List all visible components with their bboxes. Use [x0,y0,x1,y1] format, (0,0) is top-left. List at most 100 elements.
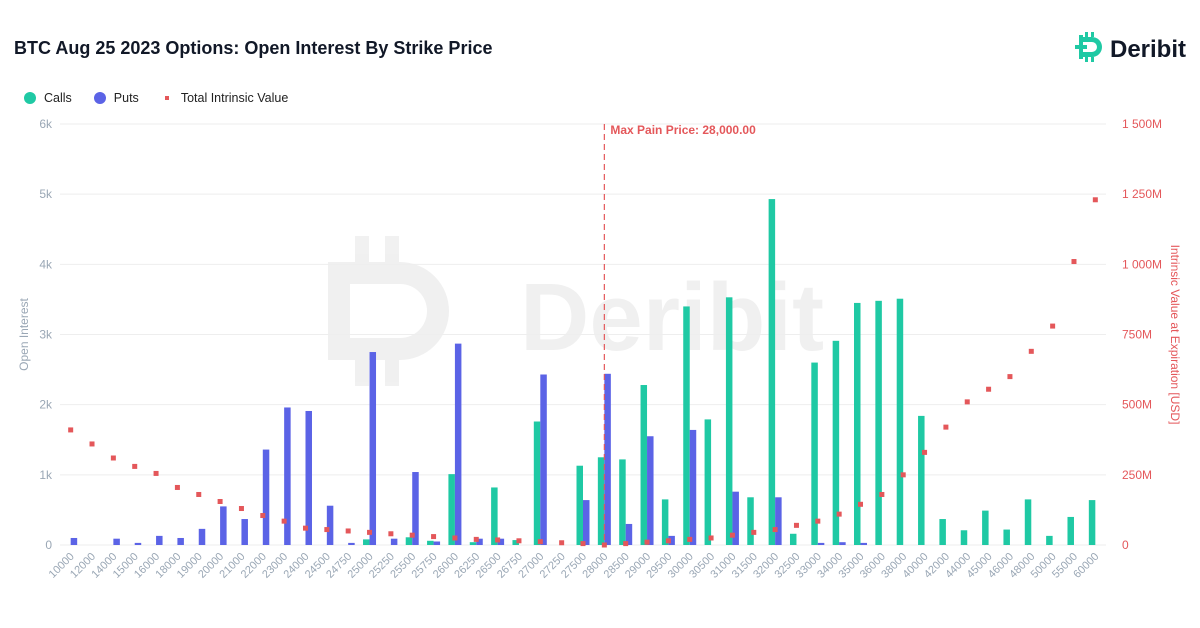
bar-calls[interactable] [704,419,712,545]
intrinsic-point[interactable] [174,484,180,490]
bar-puts[interactable] [177,537,184,545]
intrinsic-point[interactable] [687,536,693,542]
bar-puts[interactable] [70,537,78,545]
bar-puts[interactable] [583,500,590,545]
intrinsic-point[interactable] [132,463,138,469]
intrinsic-point[interactable] [537,539,543,545]
bar-puts[interactable] [390,538,398,545]
bar-puts[interactable] [839,542,846,545]
intrinsic-point[interactable] [836,511,842,517]
intrinsic-point[interactable] [110,455,116,461]
intrinsic-point[interactable] [89,441,95,447]
bar-calls[interactable] [768,199,776,545]
intrinsic-point[interactable] [793,522,799,528]
intrinsic-point[interactable] [281,518,287,524]
bar-puts[interactable] [689,429,697,545]
bar-puts[interactable] [540,374,547,545]
bar-calls[interactable] [619,459,626,545]
bar-puts[interactable] [817,542,825,545]
bar-calls[interactable] [918,415,925,545]
bar-puts[interactable] [647,436,654,545]
intrinsic-point[interactable] [473,536,479,542]
bar-puts[interactable] [433,541,441,545]
intrinsic-point[interactable] [452,535,458,541]
bar-puts[interactable] [775,497,782,545]
bar-puts[interactable] [113,538,120,545]
intrinsic-point[interactable] [324,527,330,533]
intrinsic-point[interactable] [1092,197,1098,203]
intrinsic-point[interactable] [964,399,970,405]
bar-calls[interactable] [939,519,946,545]
intrinsic-point[interactable] [196,491,202,497]
bar-calls[interactable] [405,537,413,545]
intrinsic-point[interactable] [238,506,244,512]
intrinsic-point[interactable] [559,540,565,546]
bar-calls[interactable] [448,474,455,545]
bar-calls[interactable] [811,362,818,545]
bar-calls[interactable] [832,340,840,545]
intrinsic-point[interactable] [815,518,821,524]
legend-item-calls[interactable]: Calls [24,91,72,105]
bar-puts[interactable] [412,472,419,545]
intrinsic-point[interactable] [367,529,373,535]
bar-puts[interactable] [241,519,248,545]
bar-calls[interactable] [427,540,434,545]
legend-item-puts[interactable]: Puts [93,91,139,105]
bar-calls[interactable] [1088,500,1096,545]
bar-calls[interactable] [363,539,370,545]
bar-puts[interactable] [369,352,377,545]
bar-calls[interactable] [491,487,498,545]
intrinsic-point[interactable] [260,513,266,519]
intrinsic-point[interactable] [644,539,650,545]
intrinsic-point[interactable] [153,470,159,476]
intrinsic-point[interactable] [751,529,757,535]
bar-calls[interactable] [512,540,519,545]
bar-puts[interactable] [668,535,675,545]
bar-puts[interactable] [604,373,611,545]
bar-calls[interactable] [960,530,968,545]
bar-puts[interactable] [134,542,142,545]
intrinsic-point[interactable] [858,501,864,507]
bar-puts[interactable] [625,523,633,545]
bar-puts[interactable] [476,538,483,545]
intrinsic-point[interactable] [772,527,778,533]
intrinsic-point[interactable] [68,427,74,433]
bar-calls[interactable] [533,421,541,545]
intrinsic-point[interactable] [623,541,629,547]
bar-calls[interactable] [982,510,989,545]
intrinsic-point[interactable] [580,541,586,547]
intrinsic-point[interactable] [900,472,906,478]
intrinsic-point[interactable] [1007,374,1013,380]
bar-calls[interactable] [683,306,690,545]
intrinsic-point[interactable] [495,537,501,543]
intrinsic-point[interactable] [1028,348,1034,354]
bar-puts[interactable] [326,505,334,545]
intrinsic-point[interactable] [409,532,415,538]
intrinsic-point[interactable] [708,535,714,541]
bar-puts[interactable] [305,410,312,545]
bar-puts[interactable] [262,449,270,545]
bar-calls[interactable] [789,533,797,545]
bar-puts[interactable] [284,407,291,545]
bar-puts[interactable] [220,506,227,545]
intrinsic-point[interactable] [1071,259,1077,265]
bar-calls[interactable] [469,542,477,545]
intrinsic-point[interactable] [431,534,437,540]
bar-calls[interactable] [747,497,754,545]
bar-calls[interactable] [1024,499,1032,545]
bar-puts[interactable] [156,535,163,545]
intrinsic-point[interactable] [302,525,308,531]
bar-puts[interactable] [860,542,868,545]
bar-calls[interactable] [725,297,733,545]
bar-puts[interactable] [454,343,462,545]
intrinsic-point[interactable] [729,532,735,538]
bar-calls[interactable] [854,302,861,545]
bar-calls[interactable] [875,300,882,545]
bar-calls[interactable] [1003,529,1010,545]
intrinsic-point[interactable] [986,386,992,392]
bar-puts[interactable] [497,538,505,545]
intrinsic-point[interactable] [879,491,885,497]
intrinsic-point[interactable] [217,498,223,504]
intrinsic-point[interactable] [665,538,671,544]
bar-calls[interactable] [597,457,605,545]
